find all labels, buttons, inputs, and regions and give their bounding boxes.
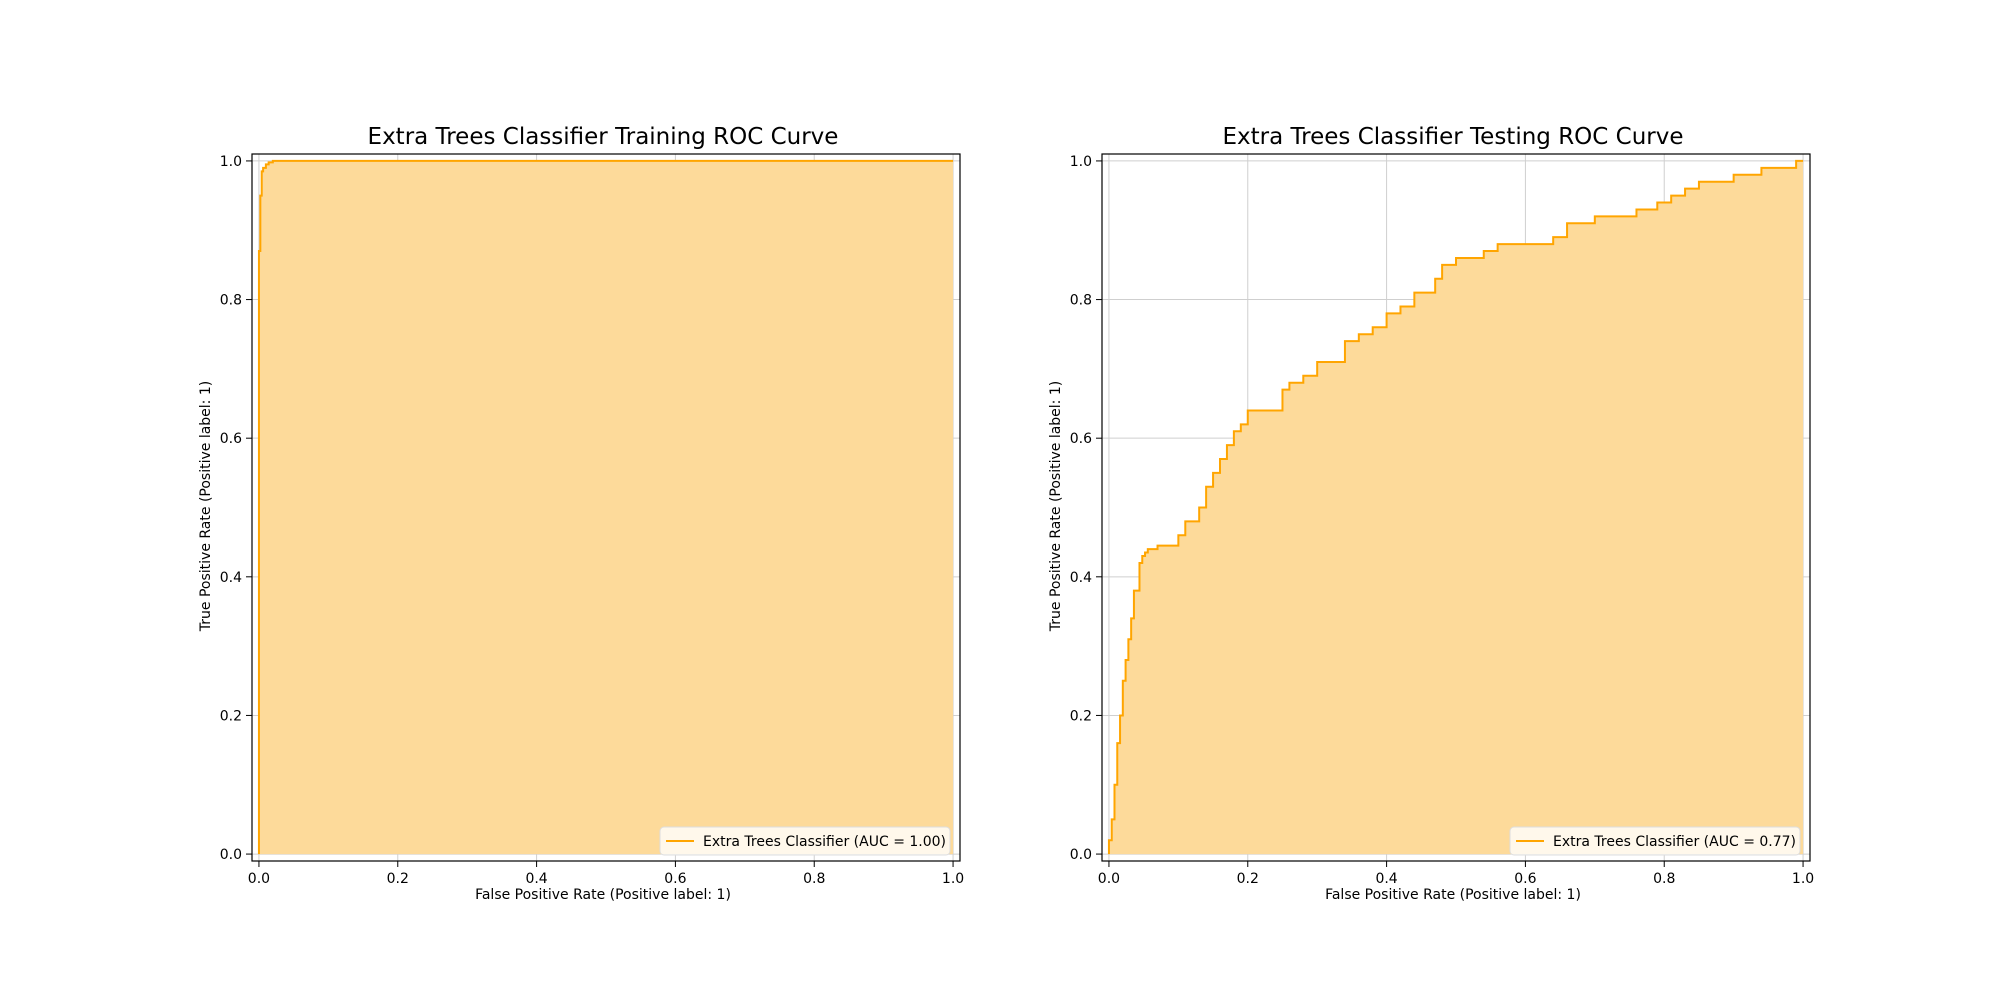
- testing-y-tick-label: 0.6: [1070, 431, 1092, 447]
- testing-legend-label: Extra Trees Classifier (AUC = 0.77): [1553, 834, 1796, 850]
- testing-plot-area: 0.0 0.2 0.4 0.6 0.8 1.0 0.0 0.2 0.4 0.6 0.8 1.0: [1070, 153, 1814, 887]
- testing-x-axis-label: False Positive Rate (Positive label: 1): [1325, 887, 1581, 903]
- testing-x-tick-label: 0.2: [1237, 871, 1259, 887]
- testing-y-tick-label: 0.2: [1070, 708, 1092, 724]
- testing-legend-box: [1509, 826, 1801, 856]
- training-plot-area: 0.0 0.2 0.4 0.6 0.8 1.0 0.0 0.2 0.4 0.6 0.8 1.0: [220, 153, 964, 887]
- training-y-axis-label: True Positive Rate (Positive label: 1): [198, 381, 214, 632]
- testing-roc-panel: Extra Trees Classifier Testing ROC Curve…: [1048, 124, 1814, 903]
- training-x-tick-label: 0.6: [664, 871, 686, 887]
- training-y-tick-label: 0.2: [220, 708, 242, 724]
- testing-y-tick-label: 0.4: [1070, 570, 1092, 586]
- training-roc-curve: [257, 159, 954, 855]
- testing-y-axis-label: True Positive Rate (Positive label: 1): [1048, 381, 1064, 632]
- testing-y-tick-label: 1.0: [1070, 154, 1092, 170]
- training-y-tick-label: 0.8: [220, 293, 242, 309]
- training-x-tick-label: 0.2: [387, 871, 409, 887]
- training-x-tick-label: 1.0: [942, 871, 964, 887]
- training-axes-frame: [251, 153, 961, 862]
- training-y-tick-label: 0.4: [220, 570, 242, 586]
- testing-axes-frame: [1101, 153, 1811, 862]
- testing-x-tick-label: 0.8: [1653, 871, 1675, 887]
- training-x-tick-label: 0.8: [803, 871, 825, 887]
- testing-y-tick-label: 0.0: [1070, 847, 1092, 863]
- testing-x-tick-label: 0.4: [1375, 871, 1397, 887]
- training-y-tick-label: 1.0: [220, 154, 242, 170]
- training-roc-area: [258, 160, 954, 855]
- training-x-tick-label: 0.4: [525, 871, 547, 887]
- training-roc-panel: Extra Trees Classifier Training ROC Curv…: [198, 124, 964, 903]
- training-legend-box: [659, 826, 951, 856]
- testing-x-tick-label: 1.0: [1792, 871, 1814, 887]
- testing-chart-title: Extra Trees Classifier Testing ROC Curve: [1222, 124, 1683, 150]
- training-x-tick-label: 0.0: [248, 871, 270, 887]
- testing-x-tick-label: 0.6: [1514, 871, 1536, 887]
- testing-legend: Extra Trees Classifier (AUC = 0.77): [1509, 826, 1801, 856]
- training-chart-title: Extra Trees Classifier Training ROC Curv…: [368, 124, 839, 150]
- training-y-tick-label: 0.0: [220, 847, 242, 863]
- testing-x-tick-label: 0.0: [1098, 871, 1120, 887]
- training-x-axis-label: False Positive Rate (Positive label: 1): [475, 887, 731, 903]
- testing-roc-area: [1108, 160, 1804, 855]
- testing-roc-curve: [1107, 159, 1804, 855]
- testing-y-tick-label: 0.8: [1070, 293, 1092, 309]
- training-legend-label: Extra Trees Classifier (AUC = 1.00): [703, 834, 946, 850]
- training-legend: Extra Trees Classifier (AUC = 1.00): [659, 826, 951, 856]
- training-y-tick-label: 0.6: [220, 431, 242, 447]
